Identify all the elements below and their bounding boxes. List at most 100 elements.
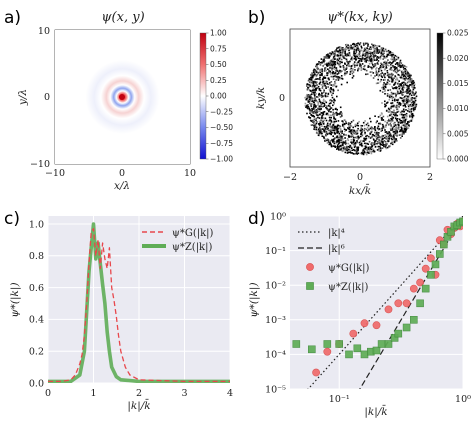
ring-pixel <box>349 55 351 57</box>
ring-pixel <box>344 141 346 144</box>
ring-pixel <box>336 114 338 116</box>
ring-pixel <box>323 63 326 66</box>
ring-pixel <box>307 99 310 102</box>
ring-pixel <box>309 110 311 112</box>
ring-pixel <box>360 139 362 142</box>
ring-pixel <box>355 133 357 135</box>
panel-c-ytick: 1.0 <box>29 219 44 230</box>
ring-pixel <box>369 46 372 48</box>
colorbar-a-ticklabel: 0.00 <box>210 92 227 101</box>
ring-pixel <box>344 50 346 53</box>
ring-pixel <box>383 57 385 59</box>
ring-pixel <box>318 89 321 91</box>
ring-pixel <box>398 63 401 65</box>
ring-pixel <box>391 118 393 121</box>
ring-pixel <box>395 58 398 61</box>
panel-b-heatmap <box>304 42 418 156</box>
ring-pixel <box>319 70 322 72</box>
ring-pixel <box>393 65 395 68</box>
ring-pixel <box>351 46 353 49</box>
ring-pixel <box>393 104 396 107</box>
ring-pixel <box>388 136 391 138</box>
ring-pixel <box>394 75 396 77</box>
ring-pixel <box>379 56 382 58</box>
ring-pixel <box>408 80 411 82</box>
ring-pixel <box>321 62 323 64</box>
ring-pixel <box>339 55 342 58</box>
ring-pixel <box>384 129 386 131</box>
ring-pixel <box>362 52 364 55</box>
ring-pixel <box>330 116 332 119</box>
ring-pixel <box>317 101 319 104</box>
ring-pixel <box>312 84 314 87</box>
ring-pixel <box>364 148 367 150</box>
panel-c-ytick: 0.2 <box>29 346 44 357</box>
ring-pixel <box>395 71 398 74</box>
ring-pixel <box>325 95 327 98</box>
ring-pixel <box>356 136 359 138</box>
ring-pixel <box>361 63 364 65</box>
ring-pixel <box>391 85 393 88</box>
ring-pixel <box>374 128 376 130</box>
ring-pixel <box>369 71 372 73</box>
ring-pixel <box>390 58 392 60</box>
ring-pixel <box>316 84 318 86</box>
ring-pixel <box>370 152 373 155</box>
ring-pixel <box>359 42 362 44</box>
ring-pixel <box>316 100 318 103</box>
ring-pixel <box>390 76 392 79</box>
ring-pixel <box>405 66 408 68</box>
ring-pixel <box>371 43 373 46</box>
ring-pixel <box>411 101 413 104</box>
ring-pixel <box>347 44 349 46</box>
ring-pixel <box>345 142 348 144</box>
ring-pixel <box>315 109 318 111</box>
ring-pixel <box>306 83 309 85</box>
ring-pixel <box>340 47 343 49</box>
ring-pixel <box>414 99 417 102</box>
ring-pixel <box>387 131 389 134</box>
ring-pixel <box>390 124 392 126</box>
ring-pixel <box>370 58 372 61</box>
ring-pixel <box>400 76 402 79</box>
ring-pixel <box>326 126 329 128</box>
ring-pixel <box>394 71 397 73</box>
ring-pixel <box>355 57 358 59</box>
ring-pixel <box>334 76 337 78</box>
ring-pixel <box>403 84 405 86</box>
ring-pixel <box>409 109 411 112</box>
ring-pixel <box>343 126 345 129</box>
ring-pixel <box>334 65 336 67</box>
ring-pixel <box>322 65 324 67</box>
ring-pixel <box>336 131 338 134</box>
ring-pixel <box>392 134 395 137</box>
ring-pixel <box>405 84 408 86</box>
ring-pixel <box>346 64 348 67</box>
ring-pixel <box>323 61 325 63</box>
ring-pixel <box>306 98 308 100</box>
ring-pixel <box>321 92 323 94</box>
ring-pixel <box>380 49 382 51</box>
ring-pixel <box>327 141 330 143</box>
ring-pixel <box>317 87 319 89</box>
ring-pixel <box>310 90 312 92</box>
ring-pixel <box>318 98 321 101</box>
ring-pixel <box>379 150 382 152</box>
ring-pixel <box>324 75 326 77</box>
ring-pixel <box>326 128 328 130</box>
ring-pixel <box>411 118 414 120</box>
ring-pixel <box>402 120 405 122</box>
ring-pixel <box>353 49 356 51</box>
ring-pixel <box>325 106 327 109</box>
ring-pixel <box>346 71 348 74</box>
ring-pixel <box>377 136 379 139</box>
ring-pixel <box>371 67 374 69</box>
ring-pixel <box>337 127 339 130</box>
ring-pixel <box>336 77 339 79</box>
ring-pixel <box>396 89 399 92</box>
ring-pixel <box>364 139 367 141</box>
ring-pixel <box>372 46 375 49</box>
ring-pixel <box>314 97 316 100</box>
ring-pixel <box>399 66 402 69</box>
ring-pixel <box>402 86 405 88</box>
